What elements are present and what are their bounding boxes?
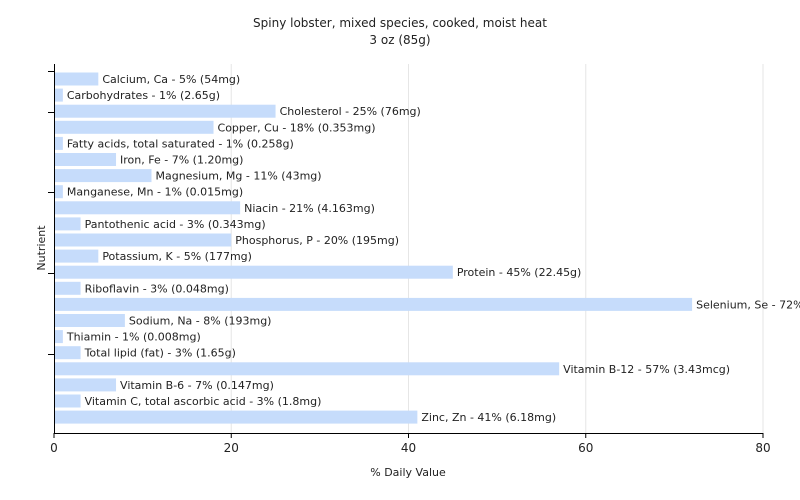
ticks: 0 20 40 60 80: [48, 71, 771, 455]
bar: [55, 104, 276, 118]
bar: [55, 169, 152, 183]
bar-labels: Calcium, Ca - 5% (54mg) Carbohydrates - 1…: [66, 73, 800, 424]
bar-label: Fatty acids, total saturated - 1% (0.258…: [67, 137, 294, 150]
chart-title: Spiny lobster, mixed species, cooked, mo…: [253, 16, 547, 30]
grid-lines: [230, 64, 764, 433]
bar-label: Cholesterol - 25% (76mg): [280, 105, 421, 118]
x-tick-label: 80: [755, 441, 770, 455]
bar-label: Riboflavin - 3% (0.048mg): [85, 282, 229, 295]
bar: [55, 378, 117, 392]
bar-label: Niacin - 21% (4.163mg): [244, 202, 375, 215]
bar: [55, 120, 214, 134]
bar-label: Sodium, Na - 8% (193mg): [129, 315, 272, 328]
bar-label: Potassium, K - 5% (177mg): [102, 250, 252, 263]
bar: [55, 314, 125, 327]
bar: [55, 249, 99, 263]
bar: [55, 88, 63, 102]
x-tick-label: 40: [401, 441, 416, 455]
bar: [55, 136, 63, 150]
bar-label: Vitamin B-6 - 7% (0.147mg): [120, 379, 274, 392]
bar: [55, 297, 693, 311]
bar-label: Total lipid (fat) - 3% (1.65g): [84, 347, 236, 360]
bar: [55, 410, 418, 424]
bar-label: Magnesium, Mg - 11% (43mg): [155, 170, 321, 183]
bar: [55, 394, 81, 408]
bars: [55, 72, 693, 424]
bar: [55, 185, 63, 199]
bar-label: Thiamin - 1% (0.008mg): [66, 331, 201, 344]
bar: [55, 72, 99, 86]
x-tick-label: 0: [50, 441, 58, 455]
bar-label: Iron, Fe - 7% (1.20mg): [120, 154, 243, 167]
bar-label: Copper, Cu - 18% (0.353mg): [218, 121, 376, 134]
x-tick-label: 60: [578, 441, 593, 455]
chart-subtitle: 3 oz (85g): [369, 33, 430, 47]
x-axis-label: % Daily Value: [370, 466, 446, 479]
bar-label: Zinc, Zn - 41% (6.18mg): [421, 411, 556, 424]
bar: [55, 265, 453, 279]
bar-label: Protein - 45% (22.45g): [457, 266, 582, 279]
bar: [55, 362, 560, 376]
bar: [55, 346, 81, 360]
bar-label: Vitamin C, total ascorbic acid - 3% (1.8…: [85, 395, 322, 408]
bar: [55, 330, 63, 344]
bar: [55, 153, 117, 166]
bar: [55, 201, 241, 215]
bar-label: Phosphorus, P - 20% (195mg): [235, 234, 399, 247]
bar: [55, 233, 232, 247]
bar-label: Vitamin B-12 - 57% (3.43mcg): [563, 363, 730, 376]
bar-label: Carbohydrates - 1% (2.65g): [67, 89, 220, 102]
x-tick-label: 20: [224, 441, 239, 455]
bar-label: Selenium, Se - 72% (50.3mcg): [696, 298, 800, 311]
bar: [55, 217, 81, 231]
bar: [55, 281, 81, 295]
bar-label: Calcium, Ca - 5% (54mg): [102, 73, 240, 86]
y-axis-label: Nutrient: [35, 225, 48, 271]
bar-label: Pantothenic acid - 3% (0.343mg): [85, 218, 266, 231]
bar-label: Manganese, Mn - 1% (0.015mg): [67, 186, 243, 199]
